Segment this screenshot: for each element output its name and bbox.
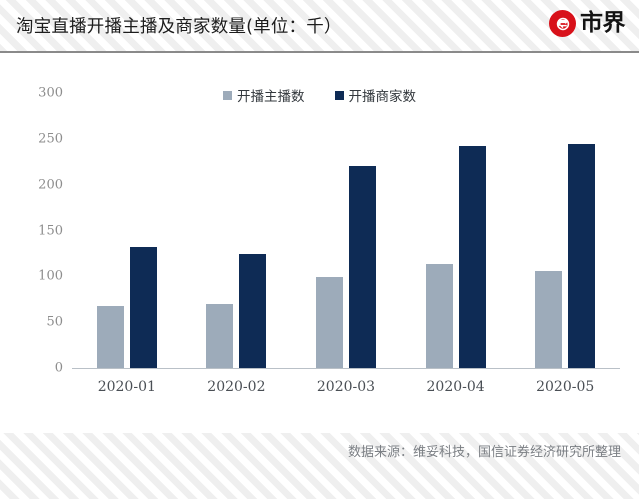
bar-series-a: [425, 264, 453, 368]
brand-logo: 市界: [549, 10, 626, 37]
legend-item-series-a: 开播主播数: [223, 85, 305, 105]
bar-group: 2020-01: [72, 93, 182, 395]
bar-series-a: [96, 305, 124, 368]
x-axis-tick-label: 2020-02: [207, 379, 266, 395]
x-axis-tick-label: 2020-01: [97, 379, 156, 395]
footer-bar: 数据来源：维妥科技，国信证券经济研究所整理: [0, 433, 639, 499]
bar-group: 2020-03: [291, 93, 401, 395]
x-axis-tick-label: 2020-05: [536, 379, 595, 395]
bar-series-a: [315, 277, 343, 368]
chart-panel-background: [0, 52, 639, 433]
bar-series-b: [348, 166, 376, 368]
page-title: 淘宝直播开播主播及商家数量(单位：千）: [16, 17, 342, 37]
bar-series-a: [206, 303, 234, 368]
bar-group: 2020-05: [510, 93, 620, 395]
legend-label-series-b: 开播商家数: [348, 89, 417, 105]
bar-group: 2020-04: [401, 93, 511, 395]
bar-series-b: [129, 247, 157, 368]
y-axis-tick-label: 100: [38, 268, 63, 284]
y-axis-tick-label: 200: [38, 177, 63, 193]
chart-legend: 开播主播数 开播商家数: [0, 85, 639, 105]
bar-series-b: [568, 144, 596, 368]
bar-series-b: [458, 146, 486, 368]
y-axis-tick-label: 150: [38, 223, 63, 238]
header-bar: 淘宝直播开播主播及商家数量(单位：千） 市界: [0, 0, 639, 52]
bar-group: 2020-02: [182, 93, 292, 395]
header-divider: [0, 51, 639, 53]
legend-swatch-series-a: [223, 90, 232, 100]
x-axis-tick-label: 2020-03: [316, 379, 376, 395]
circular-arrow-logo-icon: [549, 10, 576, 37]
legend-label-series-a: 开播主播数: [237, 89, 305, 105]
plot-area: 300 250 200 150 100 50 0 2020-01 2020-02 2020-03 2…: [38, 86, 620, 395]
bar-series-a: [535, 270, 563, 368]
legend-swatch-series-b: [334, 90, 344, 100]
bar-chart: 开播主播数 开播商家数 300 250 200 150 100 50 0 2020-01 202…: [0, 52, 639, 433]
y-axis-tick-label: 0: [54, 360, 63, 376]
bar-series-b: [239, 254, 267, 368]
source-note: 数据来源：维妥科技，国信证券经济研究所整理: [347, 445, 621, 460]
x-axis-line: [72, 368, 620, 369]
brand-name: 市界: [580, 10, 626, 36]
y-axis-tick-label: 50: [46, 314, 63, 330]
legend-item-series-b: 开播商家数: [334, 85, 417, 105]
x-axis-tick-label: 2020-04: [426, 379, 485, 395]
y-axis-tick-label: 300: [38, 85, 63, 101]
y-axis-tick-label: 250: [38, 131, 63, 147]
